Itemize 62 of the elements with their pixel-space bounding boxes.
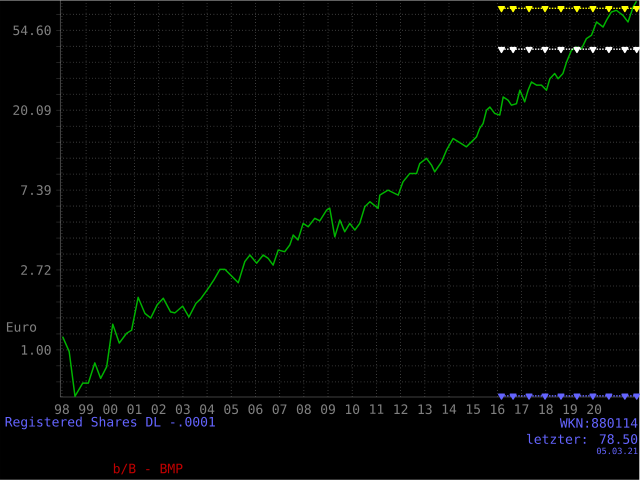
text: 05.03.21: [596, 448, 638, 454]
y-tick-label: 1.00: [22, 345, 51, 355]
point: [589, 394, 596, 400]
point: [498, 46, 505, 54]
point: [573, 46, 580, 54]
point: [605, 46, 612, 54]
point: [526, 46, 533, 54]
point: [510, 6, 517, 12]
point: [557, 394, 564, 400]
text: Registered Shares DL -.0001: [6, 416, 215, 430]
point: [526, 6, 533, 12]
x-tick-label: 09: [321, 404, 335, 414]
y-tick-label: 20.09: [13, 105, 51, 116]
x-tick-label: 12: [394, 404, 408, 414]
point: [589, 46, 596, 54]
x-tick-label: 13: [418, 404, 432, 414]
point: [542, 394, 549, 400]
y-tick-label: 54.60: [13, 25, 51, 36]
x-tick-label: 14: [442, 404, 456, 414]
line-series: [62, 0, 638, 398]
point: [573, 6, 580, 12]
point: [542, 6, 549, 12]
x-tick-label: 07: [272, 404, 286, 414]
y-axis-title: Euro: [6, 322, 36, 332]
x-tick-label: 99: [79, 404, 94, 414]
text: letzter: 78.50: [527, 434, 638, 444]
point: [542, 46, 549, 54]
text: b/B - BMP: [114, 463, 182, 474]
x-tick-label: 18: [539, 404, 553, 414]
x-tick-label: 00: [103, 404, 118, 414]
x-tick-label: 98: [54, 404, 69, 414]
point: [573, 394, 580, 400]
point: [526, 394, 533, 400]
point: [498, 394, 505, 400]
point: [589, 6, 596, 12]
x-tick-label: 03: [176, 404, 190, 414]
point: [510, 394, 517, 400]
x-tick-label: 20: [587, 404, 602, 414]
point: [605, 394, 612, 400]
point: [621, 46, 628, 54]
point: [605, 6, 612, 12]
point: [498, 6, 505, 12]
text: WKN:880114: [560, 418, 638, 428]
point: [557, 6, 564, 12]
x-tick-label: 06: [248, 404, 262, 414]
x-tick-label: 19: [564, 404, 577, 414]
x-tick-label: 16: [491, 404, 504, 414]
x-tick-label: 11: [370, 404, 384, 414]
point: [510, 46, 517, 54]
x-tick-label: 02: [152, 404, 166, 414]
x-tick-label: 17: [515, 404, 528, 414]
point: [621, 6, 628, 12]
x-tick-label: 10: [346, 404, 360, 414]
x-tick-label: 08: [296, 404, 311, 414]
point: [557, 46, 564, 54]
x-tick-label: 01: [128, 404, 142, 414]
point: [621, 394, 628, 400]
x-tick-label: 05: [224, 404, 238, 414]
x-tick-label: 04: [200, 404, 214, 414]
y-tick-label: 7.39: [21, 185, 51, 196]
x-tick-label: 15: [466, 404, 480, 414]
y-tick-label: 2.72: [21, 265, 50, 275]
